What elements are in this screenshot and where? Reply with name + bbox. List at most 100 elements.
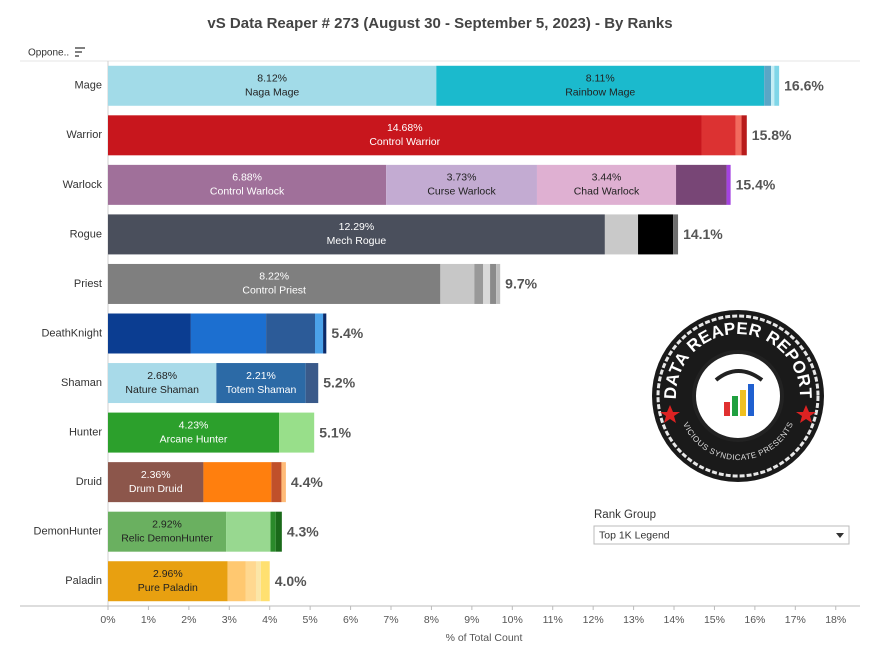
bar-segment [203,462,272,503]
segment-name-label: Arcane Hunter [160,433,228,445]
segment-name-label: Drum Druid [129,483,183,495]
segment-name-label: Control Warlock [210,186,285,198]
segment-name-label: Rainbow Mage [565,87,635,99]
bar-segment [108,313,191,354]
bar-segment [108,214,605,255]
total-label: 9.7% [505,276,537,292]
x-tick-label: 1% [141,614,156,626]
bar-segment [474,263,484,304]
total-label: 4.3% [287,523,319,539]
segment-name-label: Totem Shaman [226,384,297,396]
bar-segment [108,511,227,552]
x-tick-label: 18% [825,614,846,626]
bar-segment [245,561,256,602]
bar-segment [436,65,765,106]
bar-segment [726,164,731,205]
bar-segment [108,561,228,602]
bar-segment [741,115,747,156]
total-label: 5.4% [331,325,363,341]
segment-value-label: 2.36% [141,469,171,481]
segment-value-label: 3.73% [447,172,477,184]
segment-value-label: 2.68% [147,370,177,382]
bar-segment [315,313,324,354]
filter-title: Rank Group [594,509,656,521]
bar-segment [271,462,282,503]
segment-value-label: 3.44% [592,172,622,184]
segment-value-label: 6.88% [232,172,262,184]
filter-dropdown[interactable] [593,525,850,545]
segment-value-label: 2.21% [246,370,276,382]
bar-segment [305,363,319,404]
bar-segment [440,263,475,304]
bar-segment [536,164,677,205]
bar-segment [676,164,727,205]
x-tick-label: 12% [583,614,604,626]
category-label: Mage [74,80,102,92]
bar-segment [386,164,537,205]
segment-value-label: 2.92% [152,518,182,530]
segment-name-label: Relic DemonHunter [121,532,213,544]
bar-segment [108,115,702,156]
segment-name-label: Naga Mage [245,87,299,99]
category-label: Paladin [65,575,102,587]
total-label: 15.4% [736,177,776,193]
segment-value-label: 2.96% [153,568,183,580]
segment-value-label: 8.11% [586,73,615,85]
bar-segment [771,65,775,106]
bar-segment [490,263,497,304]
segment-name-label: Chad Warlock [574,186,640,198]
bar-segment [255,561,261,602]
x-tick-label: 16% [744,614,765,626]
x-tick-label: 7% [383,614,398,626]
x-tick-label: 6% [343,614,358,626]
x-tick-label: 3% [222,614,237,626]
bar-segment [279,412,315,453]
logo: DATA REAPER REPORT VICIOUS SYNDICATE PRE… [652,310,824,482]
bar-segment [108,263,441,304]
row-header[interactable]: Oppone.. [28,48,69,59]
bar-segment [108,412,280,453]
segment-value-label: 8.22% [259,271,289,283]
bar-segment [108,65,437,106]
x-tick-label: 0% [100,614,115,626]
x-axis-title: % of Total Count [446,632,523,644]
bar-segment [216,363,306,404]
bar-segment [496,263,501,304]
segment-name-label: Nature Shaman [125,384,199,396]
filter-value[interactable]: Top 1K Legend [599,529,670,541]
segment-name-label: Control Warrior [369,136,440,148]
bar-segment [638,214,674,255]
bar-segment [108,164,387,205]
category-label: Priest [74,278,102,290]
bar-segment [270,511,276,552]
sort-icon[interactable] [75,47,85,57]
bar-segment [735,115,742,156]
bar-segment [604,214,639,255]
bar-segment [108,462,204,503]
segment-name-label: Mech Rogue [327,235,387,247]
category-label: DeathKnight [41,327,102,339]
x-tick-label: 10% [502,614,523,626]
x-tick-label: 13% [623,614,644,626]
segment-name-label: Curse Warlock [427,186,496,198]
category-label: Hunter [69,426,102,438]
bar-segment [774,65,780,106]
bar-segment [190,313,267,354]
segment-value-label: 12.29% [339,221,375,233]
category-label: Warrior [66,129,102,141]
bar-segment [483,263,491,304]
x-tick-label: 4% [262,614,277,626]
chart-title: vS Data Reaper # 273 (August 30 - Septem… [207,15,672,32]
bar-segment [281,462,286,503]
bar-segment [266,313,316,354]
x-tick-label: 15% [704,614,725,626]
bar-segment [673,214,679,255]
x-tick-label: 9% [464,614,479,626]
total-label: 14.1% [683,226,723,242]
x-tick-label: 2% [181,614,196,626]
x-tick-label: 5% [303,614,318,626]
x-tick-label: 17% [785,614,806,626]
bar-segment [764,65,772,106]
segment-value-label: 8.12% [257,73,287,85]
